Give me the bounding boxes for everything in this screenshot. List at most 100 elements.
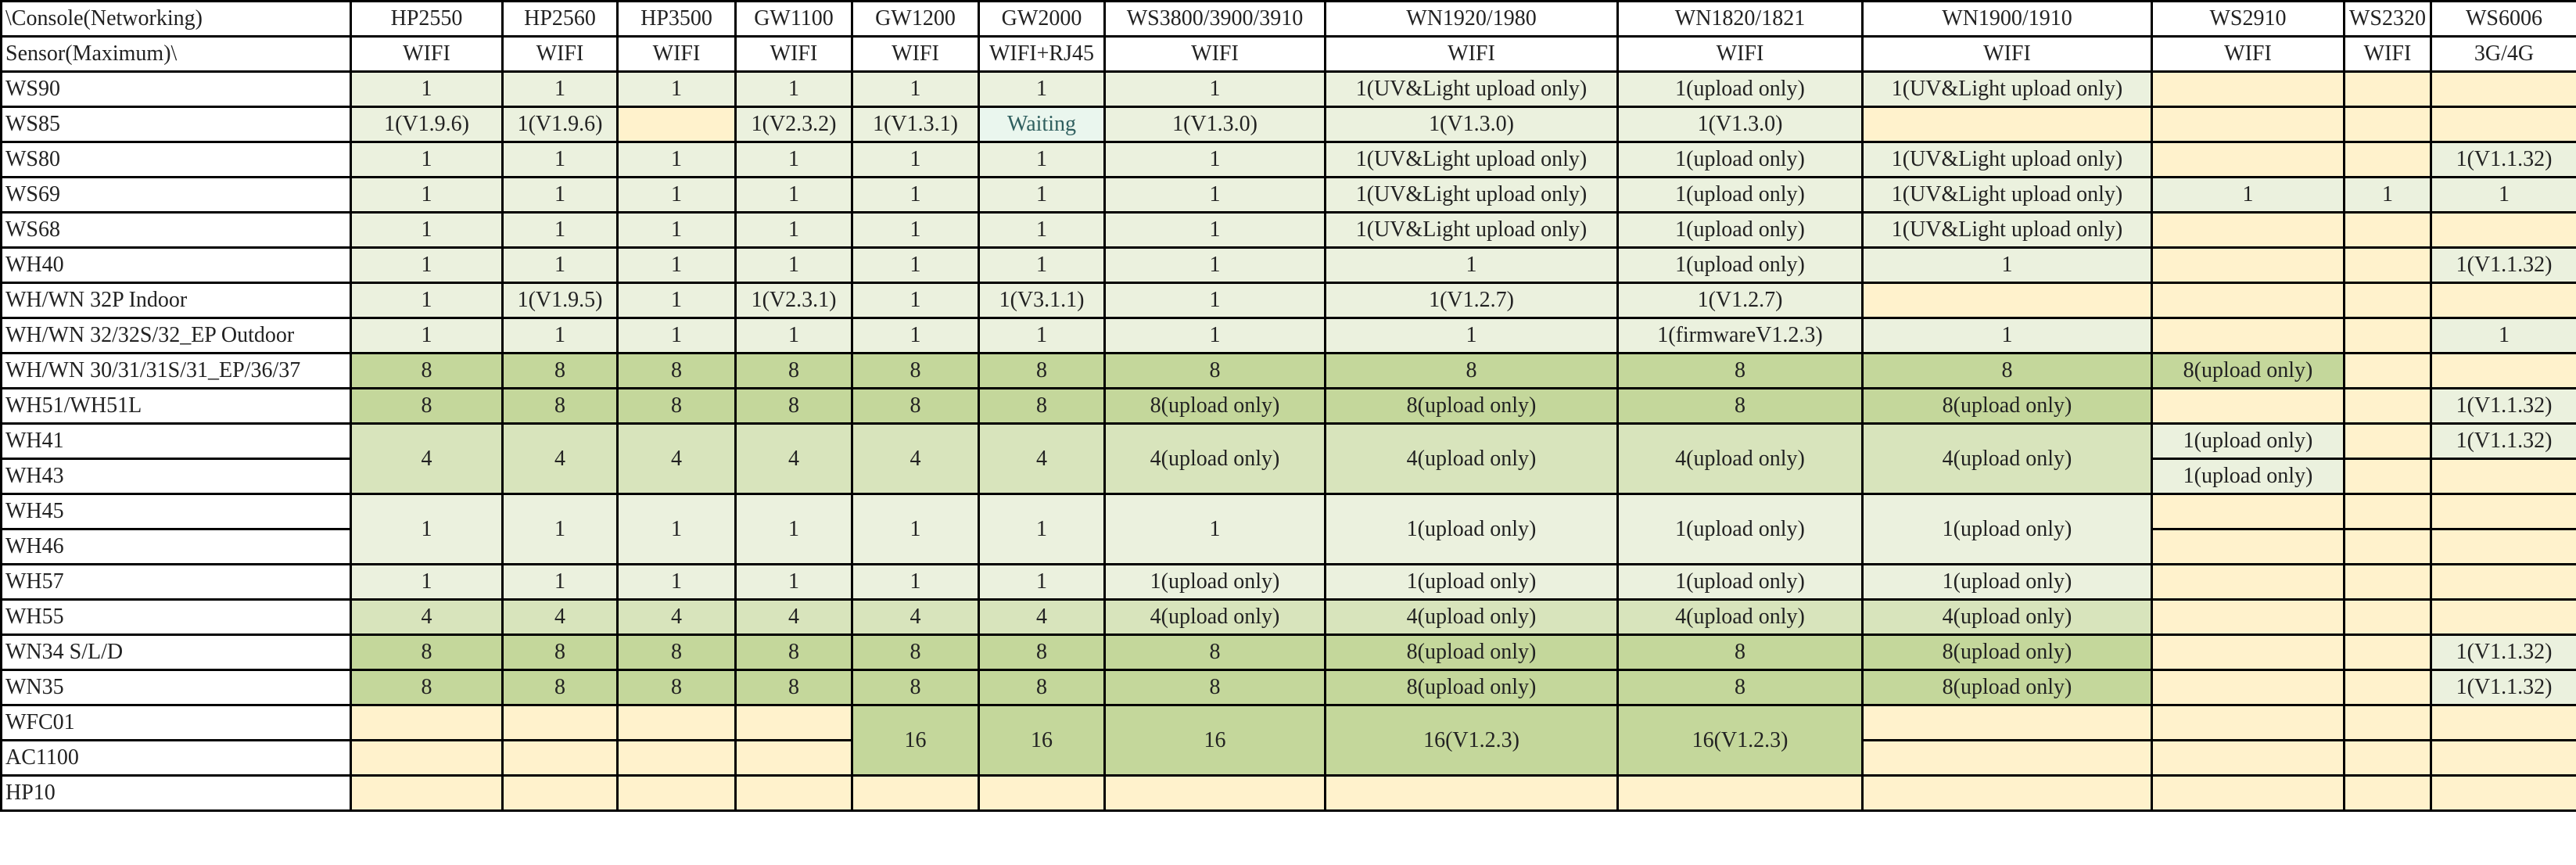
console-header-row: \Console(Networking) HP2550 HP2560 HP3500 G… — [0, 0, 2576, 38]
support-cell: 4 — [501, 598, 619, 636]
unsupported-cell — [851, 774, 980, 812]
support-cell: 1(upload only) — [1324, 493, 1619, 565]
table-row: WH/WN 32P Indoor 1 1(V1.9.5) 1 1(V2.3.1) 1 1(V… — [0, 282, 2576, 319]
support-cell: 1 — [734, 141, 853, 178]
support-cell: 8 — [501, 352, 619, 389]
unsupported-cell — [734, 704, 853, 741]
support-cell: 8 — [978, 633, 1106, 671]
support-cell: 1(upload only) — [1103, 563, 1326, 601]
unsupported-cell — [2430, 598, 2576, 636]
column-header-console: WN1900/1910 — [1861, 0, 2153, 38]
support-cell: 1(upload only) — [1616, 141, 1864, 178]
support-cell: 1 — [978, 141, 1106, 178]
support-cell: 4(upload only) — [1103, 598, 1326, 636]
support-cell: 8 — [978, 669, 1106, 706]
unsupported-cell — [2151, 282, 2345, 319]
support-cell: 4(upload only) — [1616, 598, 1864, 636]
support-cell: 4 — [978, 422, 1106, 495]
support-cell: 8 — [501, 633, 619, 671]
support-cell: 4 — [851, 598, 980, 636]
support-cell: 1 — [851, 282, 980, 319]
sensor-label: WH51/WH51L — [0, 387, 352, 425]
support-cell: 1 — [501, 176, 619, 214]
unsupported-cell — [616, 774, 737, 812]
column-header-connection: WIFI — [501, 35, 619, 73]
support-cell: 8 — [734, 352, 853, 389]
support-cell: 1 — [734, 246, 853, 284]
support-cell: 1(upload only) — [1616, 246, 1864, 284]
sensor-label: AC1100 — [0, 739, 352, 777]
table-row: WN34 S/L/D 8 8 8 8 8 8 8 8(upload only) 8 8(upload… — [0, 633, 2576, 671]
support-cell: 1 — [1861, 317, 2153, 354]
support-cell: 1(UV&Light upload only) — [1324, 176, 1619, 214]
support-cell: 8(upload only) — [2151, 352, 2345, 389]
support-cell: 1(upload only) — [1616, 563, 1864, 601]
unsupported-cell — [2151, 141, 2345, 178]
unsupported-cell — [2343, 387, 2432, 425]
support-cell: 8 — [1324, 352, 1619, 389]
sensor-label: WS69 — [0, 176, 352, 214]
support-cell: 4(upload only) — [1861, 598, 2153, 636]
column-header-connection: WIFI — [1616, 35, 1864, 73]
support-cell: 1 — [616, 246, 737, 284]
sensor-label: WN35 — [0, 669, 352, 706]
unsupported-cell — [2151, 739, 2345, 777]
table-row: WS85 1(V1.9.6) 1(V1.9.6) 1(V2.3.2) 1(V1.3.1)… — [0, 106, 2576, 143]
sensor-label: HP10 — [0, 774, 352, 812]
unsupported-cell — [2343, 246, 2432, 284]
support-cell: 1 — [1103, 176, 1326, 214]
support-cell: 1 — [2343, 176, 2432, 214]
unsupported-cell — [2343, 422, 2432, 460]
support-cell: 4 — [978, 598, 1106, 636]
support-cell: 16 — [851, 704, 980, 777]
support-cell: 1(V1.3.0) — [1616, 106, 1864, 143]
support-cell: 8 — [616, 669, 737, 706]
unsupported-cell — [1861, 282, 2153, 319]
unsupported-cell — [501, 704, 619, 741]
support-cell: 8 — [734, 387, 853, 425]
support-cell: 8 — [851, 669, 980, 706]
support-cell: 8 — [1616, 669, 1864, 706]
unsupported-cell — [2151, 317, 2345, 354]
unsupported-cell — [2430, 704, 2576, 741]
unsupported-cell — [2343, 352, 2432, 389]
unsupported-cell — [2343, 493, 2432, 530]
support-cell: 16(V1.2.3) — [1616, 704, 1864, 777]
support-cell: 1(V1.1.32) — [2430, 669, 2576, 706]
column-header-console: HP3500 — [616, 0, 737, 38]
support-cell: 1(UV&Light upload only) — [1324, 141, 1619, 178]
support-cell: 1 — [616, 211, 737, 249]
unsupported-cell — [1616, 774, 1864, 812]
table-row: WH46 — [0, 528, 2576, 565]
unsupported-cell — [2430, 106, 2576, 143]
unsupported-cell — [2151, 70, 2345, 108]
column-header-connection: WIFI — [851, 35, 980, 73]
support-cell: 8 — [616, 352, 737, 389]
support-cell: 1(V1.9.6) — [501, 106, 619, 143]
support-cell: 1(V1.3.0) — [1324, 106, 1619, 143]
unsupported-cell — [2343, 211, 2432, 249]
support-cell: 1 — [851, 317, 980, 354]
support-cell: 1 — [2430, 317, 2576, 354]
support-cell: 4(upload only) — [1324, 422, 1619, 495]
unsupported-cell — [1324, 774, 1619, 812]
unsupported-cell — [1861, 704, 2153, 741]
support-cell: 1 — [1103, 493, 1326, 565]
support-cell: 1 — [851, 176, 980, 214]
unsupported-cell — [2430, 211, 2576, 249]
support-cell: 1(V1.9.5) — [501, 282, 619, 319]
support-cell: 1 — [501, 317, 619, 354]
corner-sensor-label: Sensor(Maximum)\ — [0, 35, 352, 73]
unsupported-cell — [2151, 528, 2345, 565]
table-body: WS90 1 1 1 1 1 1 1 1(UV&Light upload only) 1(uplo… — [0, 70, 2576, 812]
unsupported-cell — [2151, 774, 2345, 812]
support-cell: 1 — [1861, 246, 2153, 284]
support-cell: 1 — [616, 176, 737, 214]
support-cell: 1(upload only) — [1616, 70, 1864, 108]
support-cell: 4(upload only) — [1616, 422, 1864, 495]
support-cell: 1(V3.1.1) — [978, 282, 1106, 319]
support-cell: 8 — [1103, 669, 1326, 706]
unsupported-cell — [978, 774, 1106, 812]
table-row: WH57 1 1 1 1 1 1 1(upload only) 1(upload only) 1(… — [0, 563, 2576, 601]
sensor-label: WH46 — [0, 528, 352, 565]
